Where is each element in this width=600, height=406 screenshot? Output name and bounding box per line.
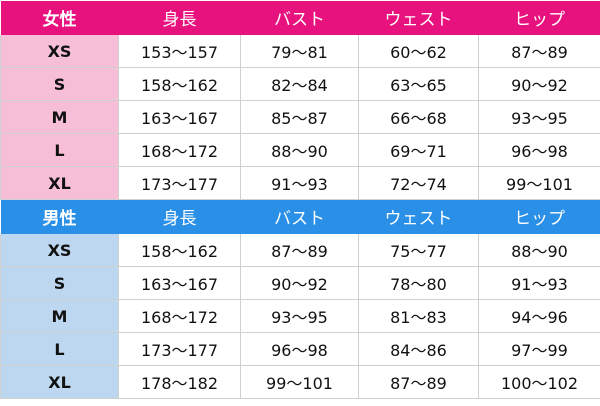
size-row: S 163～167 90～92 78～80 91～93	[0, 266, 600, 300]
size-label: XL	[0, 365, 119, 399]
measure-cell: 87～89	[240, 233, 359, 267]
header-row: 女性 身長 バスト ウェスト ヒップ	[0, 0, 600, 35]
measure-cell: 91～93	[240, 166, 359, 200]
size-label: XS	[0, 233, 119, 267]
size-row: M 168～172 93～95 81～83 94～96	[0, 299, 600, 333]
size-row: XL 173～177 91～93 72～74 99～101	[0, 166, 600, 200]
size-row: XL 178～182 99～101 87～89 100～102	[0, 365, 600, 399]
size-row: L 168～172 88～90 69～71 96～98	[0, 133, 600, 167]
size-label: S	[0, 266, 119, 300]
measure-cell: 90～92	[240, 266, 359, 300]
measure-cell: 178～182	[118, 365, 241, 399]
header-cell: 身長	[118, 199, 241, 234]
measure-cell: 93～95	[478, 100, 600, 134]
header-cell: 女性	[0, 0, 119, 35]
measure-cell: 88～90	[240, 133, 359, 167]
header-cell: バスト	[240, 199, 359, 234]
measure-cell: 168～172	[118, 299, 241, 333]
measure-cell: 75～77	[358, 233, 479, 267]
header-cell: ヒップ	[478, 199, 600, 234]
measure-cell: 96～98	[240, 332, 359, 366]
measure-cell: 82～84	[240, 67, 359, 101]
measure-cell: 85～87	[240, 100, 359, 134]
size-row: L 173～177 96～98 84～86 97～99	[0, 332, 600, 366]
measure-cell: 72～74	[358, 166, 479, 200]
measure-cell: 163～167	[118, 266, 241, 300]
measure-cell: 173～177	[118, 332, 241, 366]
measure-cell: 90～92	[478, 67, 600, 101]
measure-cell: 153～157	[118, 34, 241, 68]
header-cell: ヒップ	[478, 0, 600, 35]
measure-cell: 87～89	[478, 34, 600, 68]
measure-cell: 99～101	[478, 166, 600, 200]
measure-cell: 91～93	[478, 266, 600, 300]
measure-cell: 69～71	[358, 133, 479, 167]
measure-cell: 96～98	[478, 133, 600, 167]
size-row: S 158～162 82～84 63～65 90～92	[0, 67, 600, 101]
size-row: XS 153～157 79～81 60～62 87～89	[0, 34, 600, 68]
size-label: XS	[0, 34, 119, 68]
measure-cell: 158～162	[118, 233, 241, 267]
measure-cell: 87～89	[358, 365, 479, 399]
size-label: L	[0, 133, 119, 167]
size-label: S	[0, 67, 119, 101]
measure-cell: 84～86	[358, 332, 479, 366]
measure-cell: 168～172	[118, 133, 241, 167]
size-label: XL	[0, 166, 119, 200]
measure-cell: 88～90	[478, 233, 600, 267]
measure-cell: 100～102	[478, 365, 600, 399]
header-cell: ウェスト	[358, 199, 479, 234]
measure-cell: 163～167	[118, 100, 241, 134]
measure-cell: 99～101	[240, 365, 359, 399]
measure-cell: 173～177	[118, 166, 241, 200]
measure-cell: 60～62	[358, 34, 479, 68]
measure-cell: 93～95	[240, 299, 359, 333]
measure-cell: 63～65	[358, 67, 479, 101]
measure-cell: 81～83	[358, 299, 479, 333]
measure-cell: 66～68	[358, 100, 479, 134]
size-label: M	[0, 299, 119, 333]
measure-cell: 158～162	[118, 67, 241, 101]
size-row: M 163～167 85～87 66～68 93～95	[0, 100, 600, 134]
size-label: M	[0, 100, 119, 134]
header-cell: バスト	[240, 0, 359, 35]
measure-cell: 94～96	[478, 299, 600, 333]
header-cell: 男性	[0, 199, 119, 234]
measure-cell: 79～81	[240, 34, 359, 68]
header-row: 男性 身長 バスト ウェスト ヒップ	[0, 199, 600, 234]
header-cell: ウェスト	[358, 0, 479, 35]
measure-cell: 78～80	[358, 266, 479, 300]
size-row: XS 158～162 87～89 75～77 88～90	[0, 233, 600, 267]
measure-cell: 97～99	[478, 332, 600, 366]
header-cell: 身長	[118, 0, 241, 35]
size-label: L	[0, 332, 119, 366]
